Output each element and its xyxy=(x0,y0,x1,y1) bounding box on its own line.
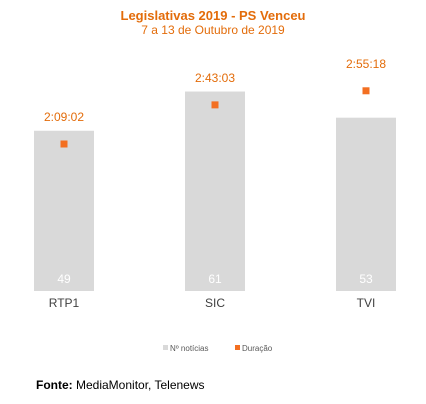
bar xyxy=(34,130,94,291)
legend-swatch-bars xyxy=(163,345,168,350)
legend: Nº notícias Duração xyxy=(163,344,273,353)
category-label: SIC xyxy=(205,296,225,310)
duration-label: 2:43:03 xyxy=(195,71,235,85)
bar xyxy=(185,91,245,291)
chart: Legislativas 2019 - PS Venceu 7 a 13 de … xyxy=(34,8,396,353)
bar-value-label: 61 xyxy=(208,272,222,286)
legend-label-duration: Duração xyxy=(242,344,273,353)
source-text: MediaMonitor, Telenews xyxy=(76,378,205,392)
duration-marker xyxy=(211,101,219,109)
category-label: RTP1 xyxy=(49,296,80,310)
duration-marker xyxy=(60,140,68,148)
duration-label: 2:09:02 xyxy=(44,110,84,124)
legend-swatch-duration xyxy=(235,345,240,350)
source-note: Fonte: MediaMonitor, Telenews xyxy=(36,378,205,392)
plot-area: 49 2:09:02 RTP1 61 2:43:03 SIC 53 2:55:18 TVI xyxy=(34,57,396,310)
bar-value-label: 53 xyxy=(359,272,373,286)
chart-subtitle: 7 a 13 de Outubro de 2019 xyxy=(141,23,285,37)
duration-marker xyxy=(362,87,370,95)
legend-label-bars: Nº notícias xyxy=(170,344,209,353)
bar xyxy=(336,117,396,291)
source-label: Fonte: xyxy=(36,378,73,392)
duration-label: 2:55:18 xyxy=(346,57,386,71)
chart-title: Legislativas 2019 - PS Venceu xyxy=(121,8,306,23)
category-label: TVI xyxy=(357,296,376,310)
bar-value-label: 49 xyxy=(57,272,71,286)
